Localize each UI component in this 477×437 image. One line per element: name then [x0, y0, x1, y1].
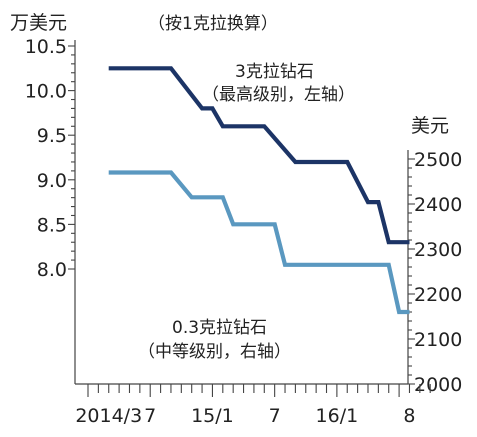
- left-axis-tick-label: 8.5: [37, 214, 67, 236]
- x-axis-tick-label: 7: [269, 405, 281, 427]
- x-axis-tick-label: 15/1: [191, 405, 234, 427]
- left-axis-tick-label: 8.0: [37, 259, 67, 281]
- series-3ct-line: [108, 66, 410, 245]
- left-axis-tick-label: 10.5: [25, 36, 67, 58]
- right-axis-tick-label: 2400: [414, 194, 462, 216]
- series-03ct-label-line1: 0.3克拉钻石: [172, 318, 267, 338]
- right-axis-unit: 美元: [411, 115, 449, 137]
- right-axis-tick-label: 2500: [414, 149, 462, 171]
- right-axis-tick-label: 2200: [414, 284, 462, 306]
- series-03ct-label-line2: （中等级别，右轴）: [138, 342, 291, 362]
- right-axis-tick-label: 2300: [414, 239, 462, 261]
- x-axis: 2014/3 7 15/1 7 16/1 8: [75, 383, 431, 427]
- right-axis-tick-label: 2100: [414, 329, 462, 351]
- series-3ct-label-line2: （最高级别，左轴）: [202, 85, 355, 105]
- x-axis-tick-label: 7: [144, 405, 156, 427]
- series-03ct-line: [108, 170, 410, 315]
- left-axis-tick-label: 10.0: [25, 81, 67, 103]
- x-axis-tick-label: 2014/3: [75, 405, 142, 427]
- left-axis: 10.5 10.0 9.5 9.0 8.5 8.0: [25, 36, 76, 384]
- right-axis: 2500 2400 2300 2200 2100 2000: [407, 149, 462, 396]
- left-axis-tick-label: 9.0: [37, 170, 67, 192]
- right-axis-tick-label: 2000: [414, 374, 462, 396]
- series-lines: [108, 66, 410, 315]
- x-axis-tick-label: 16/1: [316, 405, 359, 427]
- left-axis-unit: 万美元: [10, 12, 67, 34]
- series-3ct-label-line1: 3克拉钻石: [235, 62, 314, 82]
- x-axis-tick-label: 8: [403, 405, 415, 427]
- conversion-note: （按1克拉换算）: [148, 14, 278, 34]
- left-axis-tick-label: 9.5: [37, 125, 67, 147]
